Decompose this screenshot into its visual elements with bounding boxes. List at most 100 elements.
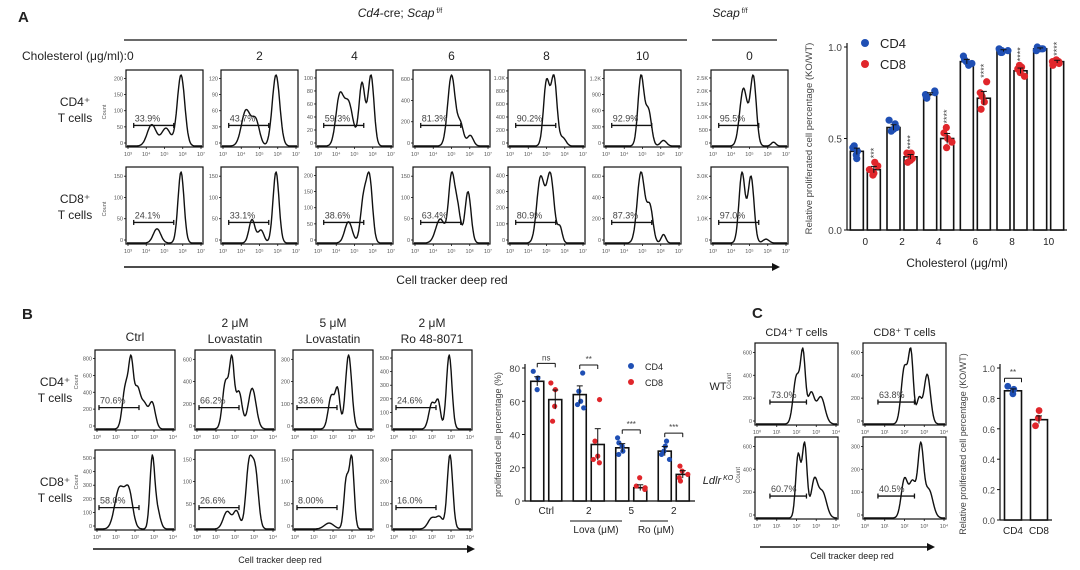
x-tick-label: 10² [131,535,139,541]
y-tick-label: 30 [212,125,218,131]
x-axis-arrow-a [124,263,780,271]
x-tick-label: 10³ [411,249,419,255]
y-tick-label: 1.0 [828,43,842,54]
histogram-curve [414,74,489,147]
y-axis-label-count: Count [102,201,108,216]
category-label: CD8 [1029,526,1049,537]
histogram-curve [605,171,680,244]
gate-percentage: 33.9% [135,113,161,123]
histogram-curve [96,454,174,530]
x-tick-label: 10⁰ [753,429,762,436]
y-tick-label: 800 [496,89,505,95]
x-tick-label: 10⁶ [657,248,665,255]
histogram-c-ko-0: 0 200 400 600 10⁰ 10¹ 10² 10³ 10⁴ 60.7% [743,436,841,530]
histogram-b-cd4-0: 0 200 400 600 800 10⁰ 10¹ 10² 10³ 10⁴ 70.6% [83,349,178,441]
bar-cd4-Ctrl [529,380,545,502]
bar-chart-a: 0.0 0.5 1.0 Relative proliferated cell perc… [804,41,1067,248]
plot-frame [194,449,276,531]
x-tick-label: 10⁴ [620,248,629,255]
y-tick-label: 150 [114,93,123,99]
x-tick-label: 10³ [812,430,820,436]
x-tick-label: 10² [231,535,239,541]
y-tick-label: 200 [851,396,860,402]
histogram-curve [196,454,274,530]
x-tick-label: 10⁰ [753,523,762,530]
x-tick-label: 10¹ [212,435,220,441]
y-tick-label: 200 [401,120,410,126]
histogram-curve [222,171,297,244]
x-tick-label: 10⁴ [169,434,178,441]
gate-percentage: 95.5% [720,113,746,123]
x-tick-label: 10⁰ [93,434,102,441]
histogram-c-ko-1: 0 100 200 300 10⁰ 10¹ 10² 10³ 10⁴ 40.5% [851,436,949,530]
x-tick-label: 10⁴ [332,248,341,255]
histogram-curve [127,171,202,244]
data-point-cd4 [666,456,673,463]
data-point-cd8 [592,438,598,444]
histogram-curve [96,354,174,430]
y-tick-label: 400 [743,467,752,473]
histogram-c-wt-1: 0 200 400 600 10⁰ 10¹ 10² 10³ 10⁴ 63.8% [851,342,949,436]
histogram-curve [756,347,837,425]
plot-frame [315,166,394,245]
x-tick-label: 10⁶ [179,248,187,255]
y-tick-label: 80 [509,364,520,375]
y-tick-label: 0 [598,141,601,147]
x-tick-label: 10⁴ [832,523,841,530]
x-tick-label: 10⁰ [291,434,300,441]
x-tick-label: 10⁶ [764,151,772,158]
significance-label: *** [627,420,636,429]
histogram-curve [294,354,372,430]
x-tick-label: 10³ [250,535,258,541]
x-tick-label: 10³ [314,152,322,158]
histogram-a-cd8-chol-2: 0 50 100 150 200 10³ 10⁴ 10⁵ 10⁶ 10⁷ 38.6% [304,166,395,255]
y-tick-label: 2.5K [697,76,709,82]
data-point-cd4 [614,435,621,441]
y-tick-label: 100 [183,480,192,486]
x-tick-label: 10⁰ [93,534,102,541]
histogram-curve [222,74,297,147]
gate-percentage: 26.6% [200,496,226,506]
x-tick-label: 10⁰ [861,523,870,530]
y-tick-label: 50 [284,502,290,508]
x-tick-label: 10⁶ [274,151,282,158]
y-tick-label: 900 [592,93,601,99]
histogram-b-cd4-2: 0 100 200 300 10⁰ 10¹ 10² 10³ 10⁴ 33.6% [281,349,376,441]
data-point-cd8 [549,418,556,424]
cholesterol-level-label: 4 [351,49,358,63]
x-tick-label: 10³ [124,152,132,158]
x-tick-label: 10² [793,430,801,436]
row-label-celltype: CD8⁺ [40,475,70,489]
data-point-cd4 [535,375,541,381]
y-tick-label: 0 [89,424,92,430]
x-tick-label: 10⁴ [237,248,246,255]
x-tick-label: 10² [231,435,239,441]
x-tick-label: 10³ [314,249,322,255]
x-tick-label: 10⁰ [861,429,870,436]
plot-frame [292,349,374,431]
bar-cd8-6 [976,97,992,231]
x-tick-label: 10⁶ [561,151,569,158]
y-axis-label-count: Count [74,374,80,389]
y-tick-label: 100 [496,222,505,228]
data-point-cd8 [977,105,985,113]
group-label-ro: Ro (μM) [638,525,674,536]
group-label-lova: Lova (μM) [573,525,618,536]
x-tick-label: 10⁷ [484,151,492,158]
x-tick-label: 10² [901,524,909,530]
y-tick-label: 600 [851,350,860,356]
x-tick-label: 10⁴ [620,151,629,158]
histogram-curve [317,74,392,147]
histogram-curve [864,347,945,425]
y-tick-label: 600 [592,174,601,180]
x-tick-label: 10⁴ [237,151,246,158]
data-point-cd8 [677,463,683,469]
significance-label: ns [542,353,550,362]
data-point-value [1004,382,1012,390]
y-tick-label: 200 [496,128,505,134]
bar-cd8-8 [1013,69,1028,231]
y-tick-label: 3.0K [697,174,709,180]
y-tick-label: 300 [496,190,505,196]
significance-label: *** [669,423,678,432]
y-tick-label: 1.0K [697,115,709,121]
